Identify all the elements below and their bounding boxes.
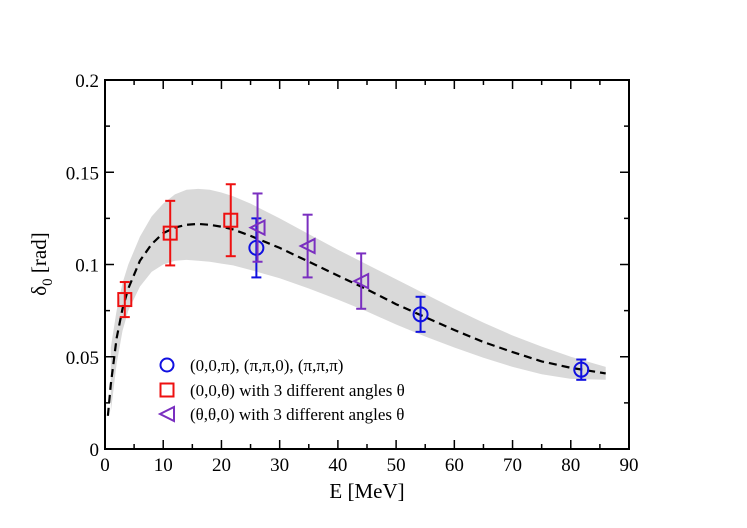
x-tick-label: 40 [328,455,347,476]
axis-ticks [104,79,630,450]
legend: (0,0,π), (π,π,0), (π,π,π) (0,0,θ) with 3… [157,356,405,424]
y-axis-label-main: δ [27,286,51,296]
x-tick-label: 0 [100,455,110,476]
legend-label-square: (0,0,θ) with 3 different angles θ [190,381,405,400]
x-tick-label: 70 [503,455,522,476]
y-axis-label-subscript: 0 [40,278,56,286]
fit-curve-layer [106,222,606,416]
x-tick-label: 10 [154,455,173,476]
series-triangle-left [248,192,370,310]
y-tick-label: 0.05 [66,348,99,369]
data-points-layer [117,183,590,381]
data-point-triangle [298,237,316,255]
y-tick-labels: 0 0.05 0.1 0.15 0.2 [66,71,99,461]
y-tick-label: 0.2 [75,71,99,92]
x-tick-label: 90 [620,455,639,476]
y-tick-label: 0 [90,440,100,461]
data-point-triangle [248,218,266,237]
legend-label-circle: (0,0,π), (π,π,0), (π,π,π) [190,356,343,375]
y-tick-label: 0.15 [66,163,99,184]
fit-curve [106,222,606,416]
x-tick-label: 60 [445,455,464,476]
series-circle [248,217,590,381]
data-point-circle [573,361,590,378]
y-axis-label-unit: [rad] [27,232,51,278]
x-tick-labels: 0 10 20 30 40 50 60 70 80 90 [100,455,638,476]
legend-marker-triangle [157,405,175,423]
x-tick-label: 20 [212,455,231,476]
data-point-triangle [351,272,370,290]
legend-marker-circle [159,357,175,373]
data-point-circle [412,306,429,323]
uncertainty-band [110,188,606,413]
legend-marker-square [159,382,175,398]
y-axis-label: δ0 [rad] [27,232,56,295]
data-point-square [117,292,133,308]
series-square [117,183,239,319]
uncertainty-band-layer [110,188,606,413]
x-tick-label: 30 [270,455,289,476]
data-point-circle [248,239,265,256]
legend-label-triangle: (θ,θ,0) with 3 different angles θ [190,405,404,424]
x-tick-label: 50 [387,455,406,476]
data-point-square [162,225,178,241]
x-tick-label: 80 [561,455,580,476]
y-tick-label: 0.1 [75,256,99,277]
x-axis-label: E [MeV] [329,479,404,503]
data-point-square [223,212,239,228]
